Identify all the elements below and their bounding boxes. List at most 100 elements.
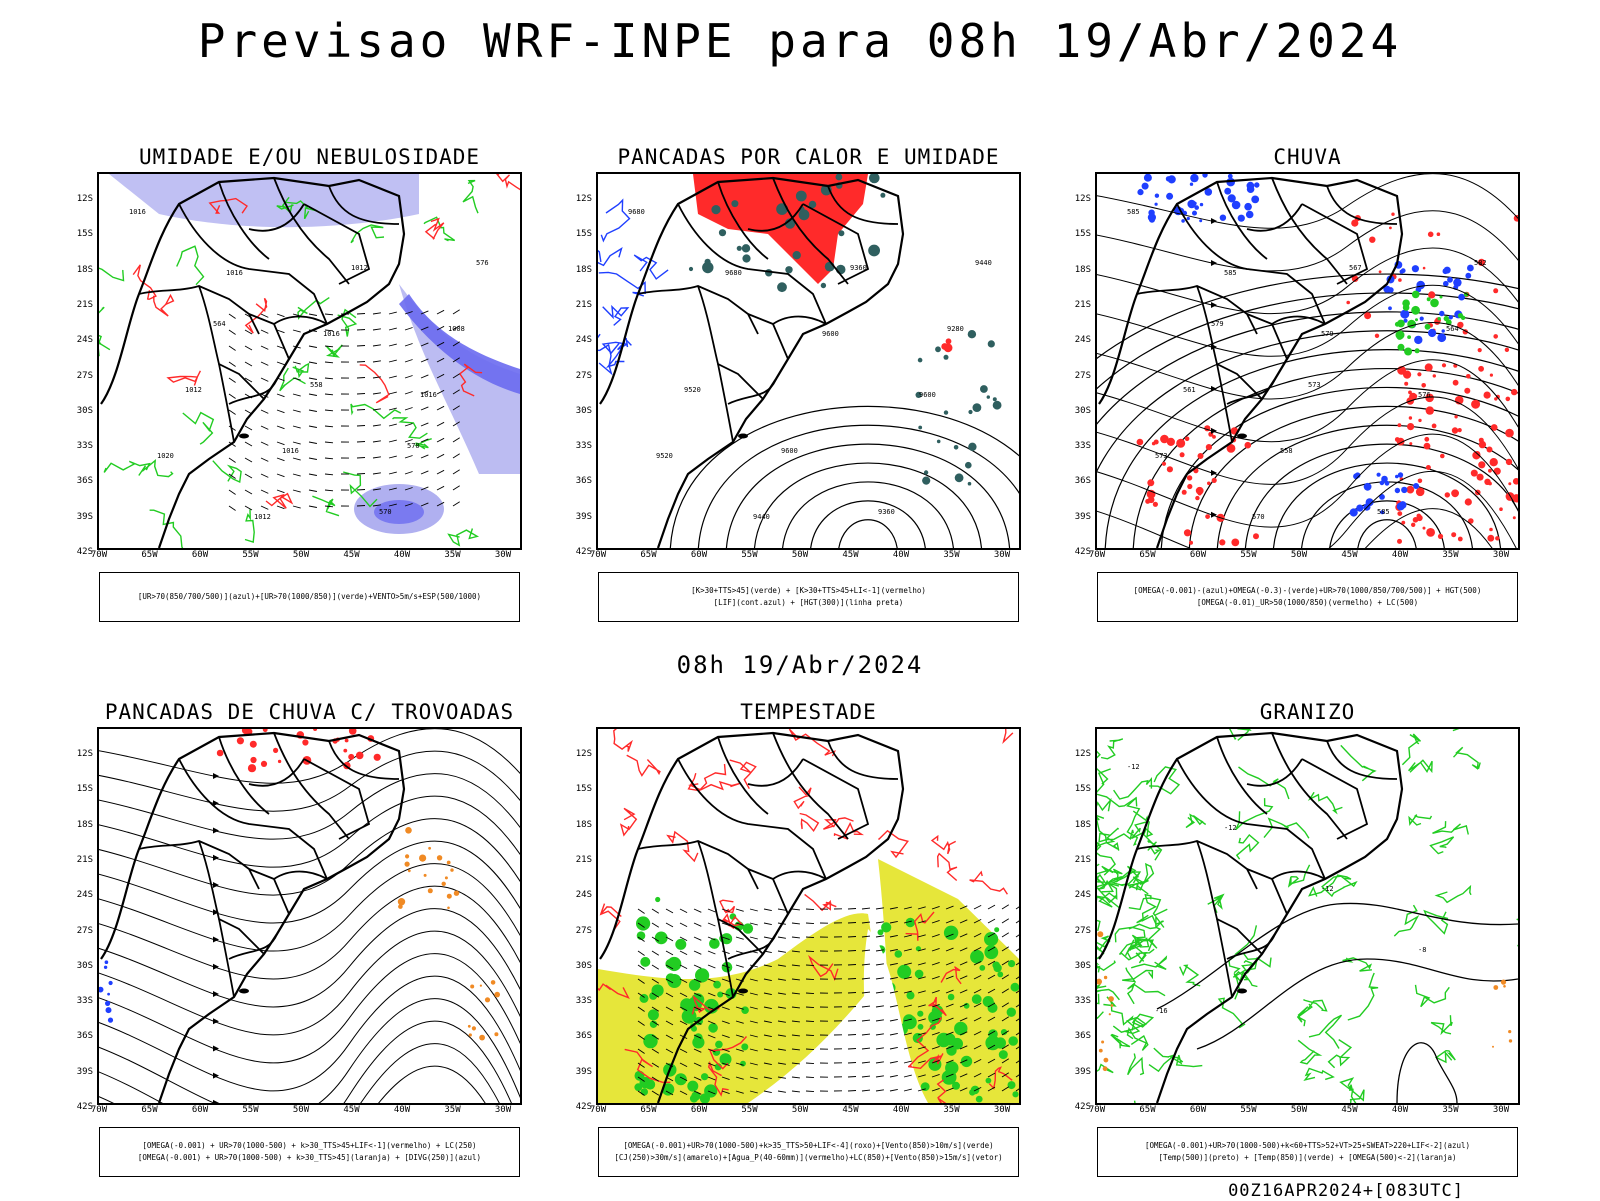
rain-area-red [1495, 536, 1499, 540]
storm-area-red [374, 754, 381, 761]
rain-area-red [1513, 478, 1518, 485]
latitude-label: 18S [1069, 820, 1091, 830]
convective-area-green [711, 205, 720, 214]
rain-area-blue [1414, 336, 1422, 344]
latitude-label: 18S [71, 820, 93, 830]
wind-vector [325, 442, 333, 443]
latitude-label: 12S [570, 194, 592, 204]
rain-area-red [1508, 482, 1511, 485]
precipitable-water-contour [970, 872, 1008, 894]
longitude-label: 60W [1183, 550, 1213, 560]
rain-area-red [1389, 227, 1392, 230]
precipitable-water-contour [932, 836, 956, 854]
wind-vector [229, 362, 236, 367]
rain-area-red [1442, 363, 1446, 367]
lake [738, 434, 748, 439]
wind-vector [405, 376, 413, 379]
wind-vector [848, 965, 856, 966]
latitude-label: 18S [71, 265, 93, 275]
wind-vector [764, 923, 772, 925]
wind-vector [373, 361, 381, 362]
legend-text: [OMEGA(-0.001)+UR>70(1000-500)+k<60+TTS>… [1098, 1140, 1517, 1152]
wind-vector [389, 328, 397, 330]
longitude-label: 45W [337, 550, 367, 560]
rain-area-blue [1238, 215, 1245, 222]
political-border [274, 733, 349, 839]
wind-vector [666, 909, 673, 913]
convective-area-green [935, 346, 941, 352]
longitude-label: 35W [438, 550, 468, 560]
convective-area-green [968, 330, 976, 338]
omega-area-orange [1104, 1058, 1109, 1063]
contour-label: 1016 [129, 208, 146, 216]
storm-area-orange [450, 868, 453, 871]
wind-vector [778, 937, 786, 938]
wind-vector [309, 506, 317, 508]
storm-area-orange [424, 874, 427, 877]
wind-vector [357, 346, 365, 347]
rain-area-green [1415, 318, 1418, 321]
temp-850-contour [1101, 739, 1123, 759]
legend-box: [OMEGA(-0.001) + UR>70(1000-500) + k>30_… [99, 1127, 520, 1177]
wind-vector [862, 1076, 870, 1077]
latitude-label: 39S [1069, 1067, 1091, 1077]
longitude-label: 55W [735, 550, 765, 560]
convective-area-green [719, 229, 726, 236]
longitude-label: 40W [387, 1105, 417, 1115]
longitude-label: 70W [84, 1105, 114, 1115]
rain-area-blue [1244, 203, 1252, 211]
omega-area-orange [1097, 979, 1102, 985]
precipitable-water-contour [805, 894, 837, 910]
omega-area-orange [1508, 1030, 1511, 1033]
wind-vector [309, 346, 317, 348]
storm-area-orange [480, 985, 482, 987]
political-border [773, 872, 826, 880]
rain-area-red [1198, 453, 1204, 459]
wind-vector [988, 919, 995, 923]
rain-area-red [1253, 533, 1259, 539]
temp-850-contour [1186, 815, 1206, 828]
wind-area-green [1011, 983, 1020, 992]
wind-area-green [992, 962, 1000, 970]
wind-vector [437, 470, 444, 474]
wind-vector [848, 1049, 856, 1050]
wind-vector [750, 909, 758, 911]
political-border [274, 872, 327, 880]
rain-area-blue [1467, 265, 1474, 272]
contour-label: 561 [1183, 386, 1196, 394]
contour-label: 9680 [725, 269, 742, 277]
temp-850-contour [1122, 968, 1152, 982]
rain-area-blue [1398, 472, 1403, 477]
rain-area-red [1205, 514, 1210, 519]
wind-vector [245, 426, 252, 430]
wind-vector [453, 454, 460, 458]
wind-vector [437, 406, 444, 410]
political-border [773, 317, 826, 325]
rain-area-red [1478, 461, 1485, 468]
wind-area-green [944, 926, 958, 940]
political-border [199, 286, 264, 399]
wind-area-green [897, 965, 911, 979]
longitude-label: 65W [1133, 1105, 1163, 1115]
lifted-index-contour [598, 245, 622, 265]
wind-vector [277, 410, 285, 413]
humidity-area-upper [109, 174, 419, 227]
latitude-label: 33S [1069, 996, 1091, 1006]
political-border [748, 869, 788, 914]
wind-area-green [740, 1061, 746, 1067]
rain-area-red [1466, 374, 1471, 379]
wind-vector [277, 426, 285, 429]
latitude-label: 21S [71, 855, 93, 865]
wind-vector [261, 330, 268, 333]
rain-area-blue [1437, 333, 1446, 342]
wind-vector [309, 410, 317, 412]
wind-vector [421, 407, 428, 410]
legend-text: [OMEGA(-0.001) + UR>70(1000-500) + k>30_… [100, 1140, 519, 1152]
temp-850-contour [1144, 821, 1162, 860]
storm-area-orange [447, 894, 452, 899]
contour-label: 579 [1211, 320, 1224, 328]
longitude-label: 45W [836, 550, 866, 560]
storm-area-orange [470, 985, 474, 989]
storm-area-orange [479, 1035, 485, 1041]
